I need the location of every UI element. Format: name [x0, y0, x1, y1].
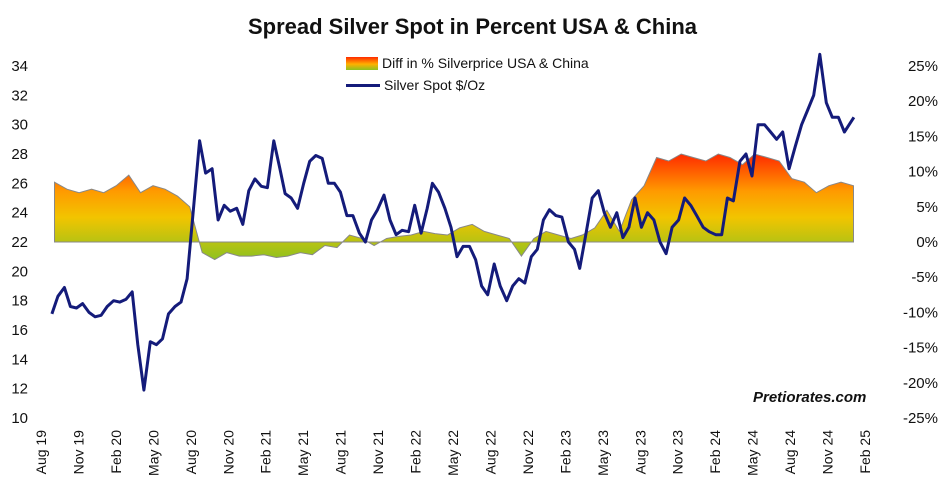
y-right-tick-label: -10% — [903, 304, 938, 321]
x-tick-label: Aug 24 — [782, 430, 798, 475]
y-left-tick-label: 34 — [11, 58, 28, 75]
legend-swatch-line — [346, 83, 380, 87]
y-right-tick-label: 10% — [908, 164, 938, 181]
x-tick-label: Aug 21 — [333, 430, 349, 475]
y-left-tick-label: 24 — [11, 205, 28, 222]
y-right-tick-label: 5% — [916, 199, 938, 216]
x-tick-label: Nov 21 — [370, 430, 386, 475]
x-tick-label: Aug 23 — [632, 430, 648, 475]
y-right-tick-label: 20% — [908, 93, 938, 110]
legend: Diff in % Silverprice USA & China Silver… — [346, 52, 589, 96]
y-right-tick-label: 25% — [908, 58, 938, 75]
x-tick-label: Feb 22 — [408, 430, 424, 474]
x-tick-label: Feb 23 — [557, 430, 573, 474]
x-tick-label: Aug 20 — [183, 430, 199, 475]
legend-label-silver: Silver Spot $/Oz — [384, 77, 486, 93]
y-axis-right: -25% -20% -15% -10% -5% 0% 5% 10% 15% 20% 25% — [903, 58, 938, 427]
x-axis: Aug 19 Nov 19 Feb 20 May 20 Aug 20 Nov 20 Feb … — [33, 430, 873, 476]
legend-item-silver: Silver Spot $/Oz — [346, 74, 589, 96]
x-tick-label: Feb 21 — [258, 430, 274, 474]
legend-swatch-area — [346, 56, 378, 70]
x-tick-label: Feb 25 — [857, 430, 873, 474]
y-right-tick-label: -25% — [903, 410, 938, 427]
y-left-tick-label: 20 — [11, 263, 28, 280]
silver-line-layer — [50, 52, 856, 392]
y-right-tick-label: 0% — [916, 234, 938, 251]
x-tick-label: Feb 20 — [108, 430, 124, 474]
x-tick-label: May 23 — [595, 430, 611, 476]
x-tick-label: Nov 20 — [220, 430, 236, 475]
x-tick-label: Nov 22 — [520, 430, 536, 475]
y-left-tick-label: 22 — [11, 234, 28, 251]
y-right-tick-label: 15% — [908, 128, 938, 145]
x-tick-label: May 24 — [745, 430, 761, 476]
x-tick-label: Aug 22 — [483, 430, 499, 475]
y-right-tick-label: -15% — [903, 340, 938, 357]
watermark: Pretiorates.com — [753, 389, 867, 406]
y-left-tick-label: 28 — [11, 146, 28, 163]
x-tick-label: Nov 19 — [71, 430, 87, 475]
legend-label-spread: Diff in % Silverprice USA & China — [382, 55, 589, 71]
x-tick-label: May 20 — [145, 430, 161, 476]
silver-spot-line — [50, 52, 856, 392]
y-right-tick-label: -20% — [903, 375, 938, 392]
y-left-tick-label: 14 — [11, 351, 28, 368]
chart-title: Spread Silver Spot in Percent USA & Chin… — [247, 14, 698, 39]
y-left-tick-label: 30 — [11, 117, 28, 134]
legend-item-spread: Diff in % Silverprice USA & China — [346, 52, 589, 74]
x-tick-label: Feb 24 — [707, 430, 723, 474]
y-left-tick-label: 26 — [11, 175, 28, 192]
x-tick-label: May 21 — [295, 430, 311, 476]
y-left-tick-label: 18 — [11, 293, 28, 310]
y-left-tick-label: 32 — [11, 87, 28, 104]
x-tick-label: Nov 24 — [820, 430, 836, 475]
y-axis-left: 10 12 14 16 18 20 22 24 26 28 30 32 34 — [11, 58, 28, 427]
x-tick-label: May 22 — [445, 430, 461, 476]
x-tick-label: Aug 19 — [33, 430, 49, 475]
y-left-tick-label: 12 — [11, 381, 28, 398]
y-right-tick-label: -5% — [911, 269, 938, 286]
y-left-tick-label: 10 — [11, 410, 28, 427]
x-tick-label: Nov 23 — [670, 430, 686, 475]
y-left-tick-label: 16 — [11, 322, 28, 339]
